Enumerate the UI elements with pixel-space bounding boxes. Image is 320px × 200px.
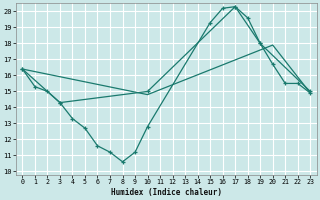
- X-axis label: Humidex (Indice chaleur): Humidex (Indice chaleur): [111, 188, 222, 197]
